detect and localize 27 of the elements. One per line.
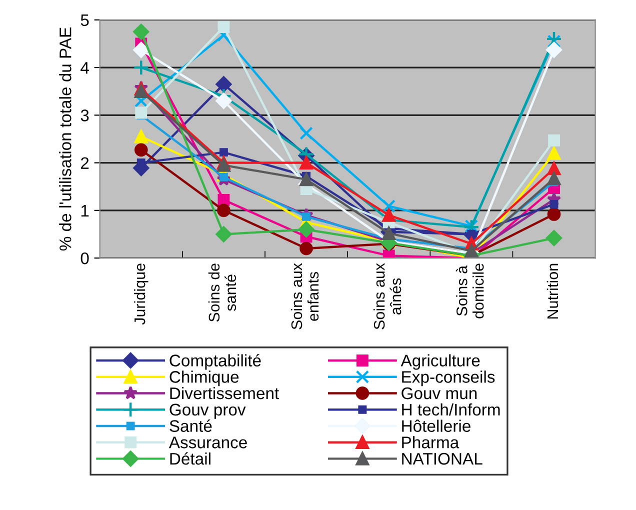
- legend-label: Divertissement: [170, 386, 279, 400]
- legend-label: NATIONAL: [402, 452, 482, 465]
- legend-label: Santé: [170, 420, 212, 432]
- legend-label: H tech/Inform: [402, 403, 500, 416]
- legend-label: Détail: [170, 452, 210, 465]
- y-tick-label: 5: [80, 14, 89, 26]
- legend-label: Gouv prov: [170, 404, 246, 419]
- x-tick-label: Soins aux aînés: [374, 263, 402, 330]
- y-tick-label: 2: [81, 157, 89, 169]
- legend-label: Gouv mun: [402, 387, 477, 400]
- y-tick-label: 4: [80, 62, 89, 74]
- x-tick-label: Nutrition: [546, 264, 558, 319]
- legend-label: Hôtellerie: [402, 420, 470, 432]
- legend-label: Assurance: [168, 436, 247, 448]
- y-axis-title: % de l'utilisation totale du PAE: [59, 28, 72, 251]
- x-tick-label: Juridique: [134, 264, 148, 325]
- x-tick-label: Soins à domicile: [456, 264, 484, 318]
- legend-label: Chimique: [170, 370, 239, 386]
- legend-label: Pharma: [402, 436, 460, 448]
- y-tick-label: 3: [80, 110, 89, 122]
- legend-label: Agriculture: [400, 354, 480, 370]
- x-tick-label: Soins aux enfants: [290, 263, 319, 330]
- y-tick-label: 1: [81, 205, 89, 216]
- x-tick-label: Soins de santé: [208, 264, 236, 322]
- legend-label: Exp-conseils: [402, 370, 495, 386]
- y-tick-label: 0: [80, 252, 89, 264]
- legend-label: Comptabilité: [170, 354, 261, 370]
